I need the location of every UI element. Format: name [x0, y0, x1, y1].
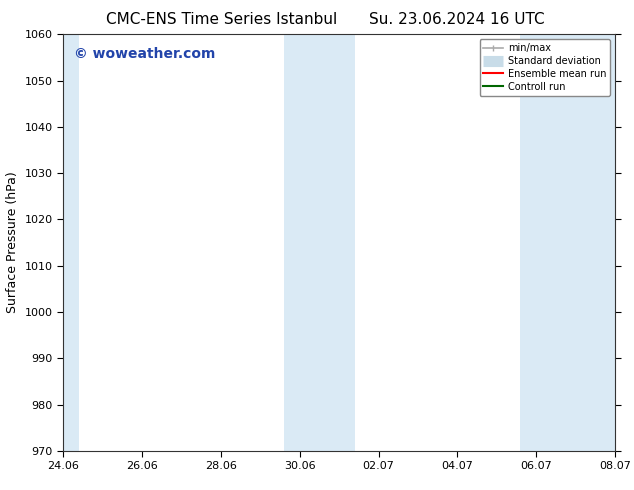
- Bar: [284, 34, 355, 451]
- Legend: min/max, Standard deviation, Ensemble mean run, Controll run: min/max, Standard deviation, Ensemble me…: [479, 39, 610, 96]
- Text: CMC-ENS Time Series Istanbul: CMC-ENS Time Series Istanbul: [107, 12, 337, 27]
- Bar: [521, 34, 615, 451]
- Text: © woweather.com: © woweather.com: [74, 47, 216, 61]
- Text: Su. 23.06.2024 16 UTC: Su. 23.06.2024 16 UTC: [368, 12, 545, 27]
- Y-axis label: Surface Pressure (hPa): Surface Pressure (hPa): [6, 172, 19, 314]
- Bar: [63, 34, 79, 451]
